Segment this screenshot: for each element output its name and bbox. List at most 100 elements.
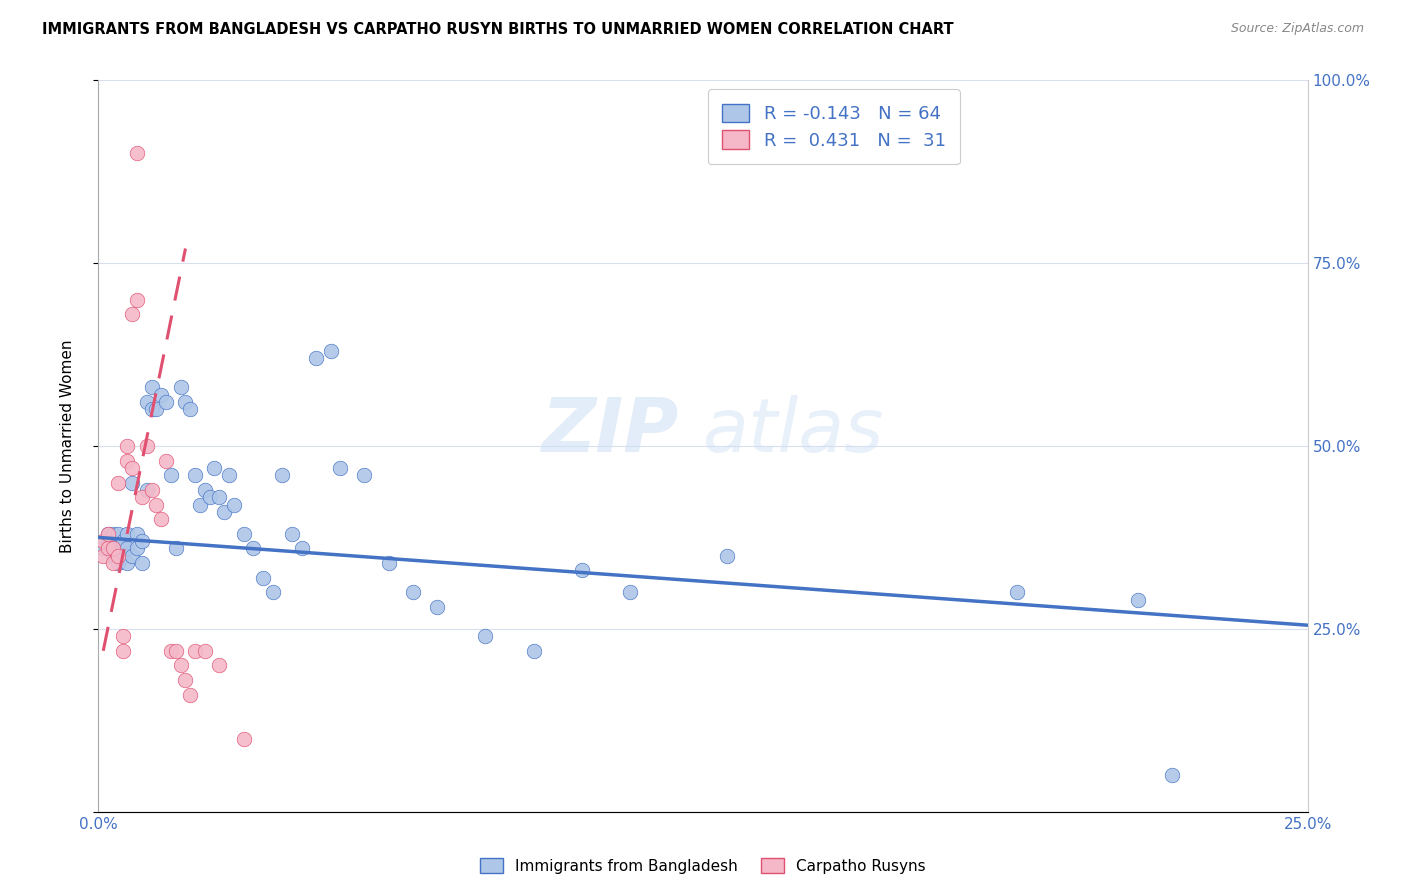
Point (1128, 592, 1150, 607)
Point (198, 490, 221, 504)
Y-axis label: Births to Unmarried Women: Births to Unmarried Women (60, 339, 75, 553)
Point (232, 731, 254, 746)
Point (111, 644, 134, 658)
Point (174, 673, 197, 687)
Point (97, 526, 120, 541)
Point (155, 395, 177, 409)
Point (474, 629, 496, 643)
Point (242, 541, 264, 556)
Point (281, 526, 304, 541)
Point (184, 468, 207, 483)
Point (111, 534, 134, 549)
Point (169, 380, 191, 394)
Point (97, 526, 120, 541)
Point (329, 461, 352, 475)
Point (145, 498, 167, 512)
Text: IMMIGRANTS FROM BANGLADESH VS CARPATHO RUSYN BIRTHS TO UNMARRIED WOMEN CORRELATI: IMMIGRANTS FROM BANGLADESH VS CARPATHO R… (42, 22, 953, 37)
Point (111, 629, 134, 643)
Point (117, 526, 139, 541)
Point (188, 498, 211, 512)
Point (141, 380, 163, 394)
Point (97, 541, 120, 556)
Point (353, 468, 375, 483)
Point (619, 585, 641, 599)
Point (1161, 768, 1184, 782)
Point (131, 556, 153, 570)
Point (141, 402, 163, 417)
Text: atlas: atlas (703, 395, 884, 467)
Point (208, 658, 231, 673)
Point (179, 402, 201, 417)
Point (523, 644, 546, 658)
Point (111, 541, 134, 556)
Point (290, 541, 312, 556)
Point (218, 468, 240, 483)
Point (121, 475, 143, 490)
Point (117, 439, 139, 453)
Point (131, 534, 153, 549)
Point (117, 556, 139, 570)
Point (111, 549, 134, 563)
Point (135, 395, 157, 409)
Point (121, 461, 143, 475)
Text: Source: ZipAtlas.com: Source: ZipAtlas.com (1230, 22, 1364, 36)
Text: ZIP: ZIP (541, 395, 679, 468)
Point (117, 453, 139, 467)
Point (145, 402, 167, 417)
Point (97, 534, 120, 549)
Point (107, 475, 129, 490)
Point (271, 468, 294, 483)
Point (91, 549, 114, 563)
Point (127, 146, 149, 161)
Point (222, 498, 245, 512)
Point (169, 658, 191, 673)
Point (319, 343, 342, 358)
Point (107, 549, 129, 563)
Point (101, 549, 124, 563)
Point (165, 541, 187, 556)
Point (179, 688, 201, 702)
Point (107, 556, 129, 570)
Point (107, 526, 129, 541)
Point (184, 644, 207, 658)
Point (232, 526, 254, 541)
Point (212, 505, 235, 519)
Point (141, 483, 163, 497)
Point (160, 644, 183, 658)
Point (174, 395, 197, 409)
Point (160, 468, 183, 483)
Point (165, 644, 187, 658)
Point (131, 490, 153, 504)
Point (127, 541, 149, 556)
Point (101, 541, 124, 556)
Point (262, 585, 284, 599)
Point (426, 599, 449, 614)
Point (208, 490, 231, 504)
Point (91, 541, 114, 556)
Point (101, 556, 124, 570)
Point (117, 541, 139, 556)
Point (135, 483, 157, 497)
Point (101, 541, 124, 556)
Point (402, 585, 425, 599)
Point (194, 483, 217, 497)
Point (716, 549, 738, 563)
Point (150, 512, 173, 526)
Point (305, 351, 328, 366)
Point (107, 541, 129, 556)
Point (252, 571, 274, 585)
Point (127, 526, 149, 541)
Point (194, 644, 217, 658)
Point (377, 556, 399, 570)
Point (121, 549, 143, 563)
Point (150, 388, 173, 402)
Point (127, 293, 149, 307)
Legend: R = -0.143   N = 64, R =  0.431   N =  31: R = -0.143 N = 64, R = 0.431 N = 31 (707, 89, 960, 164)
Point (91, 534, 114, 549)
Point (101, 526, 124, 541)
Point (155, 453, 177, 467)
Legend: Immigrants from Bangladesh, Carpatho Rusyns: Immigrants from Bangladesh, Carpatho Rus… (474, 852, 932, 880)
Point (204, 461, 226, 475)
Point (571, 563, 593, 577)
Point (1007, 585, 1029, 599)
